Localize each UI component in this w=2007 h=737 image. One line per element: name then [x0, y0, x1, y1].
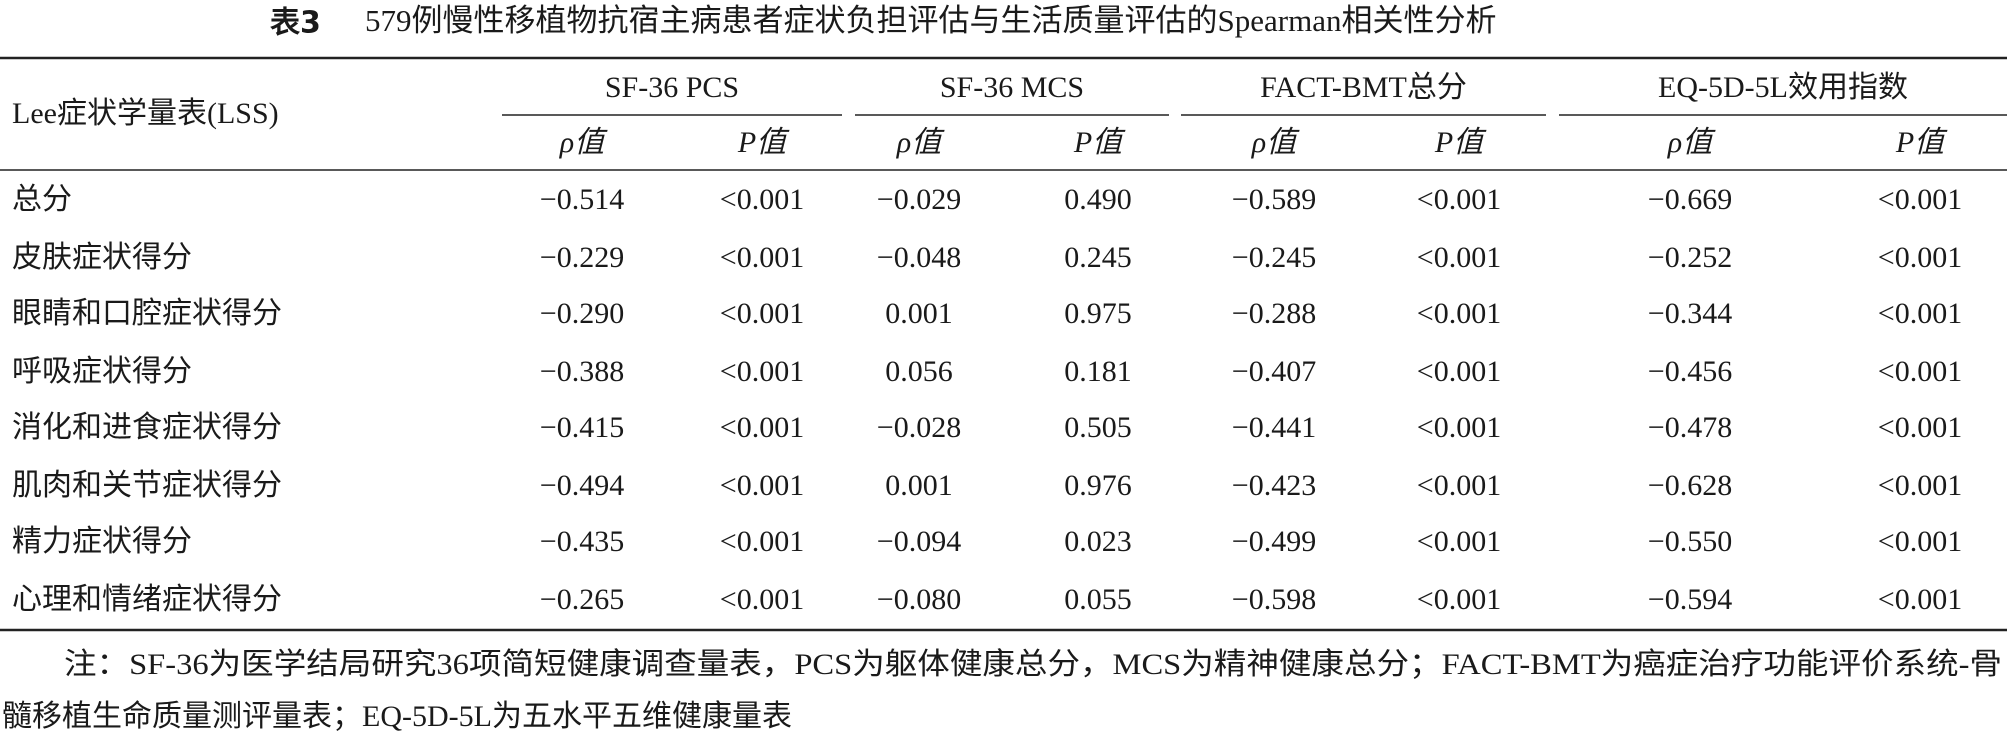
row-label: 心理和情绪症状得分: [12, 583, 282, 616]
cell: <0.001: [1878, 469, 1962, 502]
cell: 0.245: [1064, 241, 1132, 274]
cell: 0.490: [1064, 183, 1132, 216]
cell: <0.001: [1417, 583, 1501, 616]
row-header: Lee症状学量表(LSS): [12, 97, 279, 130]
cell: −0.478: [1648, 411, 1732, 444]
cell: −0.407: [1232, 355, 1316, 388]
cell: 0.976: [1064, 469, 1132, 502]
row-label: 眼睛和口腔症状得分: [12, 297, 282, 330]
cell: −0.288: [1232, 297, 1316, 330]
cell: <0.001: [720, 583, 804, 616]
row-label: 皮肤症状得分: [12, 241, 192, 274]
cell: <0.001: [720, 525, 804, 558]
cell: <0.001: [720, 355, 804, 388]
sub-header: P值: [1895, 126, 1948, 159]
table-title: 579例慢性移植物抗宿主病患者症状负担评估与生活质量评估的Spearman相关性…: [365, 3, 1496, 38]
cell: <0.001: [720, 411, 804, 444]
sub-header: P值: [737, 126, 790, 159]
cell: −0.456: [1648, 355, 1732, 388]
cell: −0.499: [1232, 525, 1316, 558]
sub-header: ρ值: [1667, 126, 1716, 159]
cell: −0.028: [877, 411, 961, 444]
cell: −0.514: [540, 183, 624, 216]
table-label: 表3: [270, 6, 321, 41]
cell: −0.252: [1648, 241, 1732, 274]
row-label: 呼吸症状得分: [12, 355, 192, 388]
cell: −0.080: [877, 583, 961, 616]
sub-header: ρ值: [559, 126, 608, 159]
cell: 0.001: [885, 469, 953, 502]
cell: −0.415: [540, 411, 624, 444]
cell: 0.001: [885, 297, 953, 330]
sub-header: ρ值: [896, 126, 945, 159]
cell: <0.001: [1878, 525, 1962, 558]
row-label: 肌肉和关节症状得分: [12, 469, 282, 502]
cell: 0.055: [1064, 583, 1132, 616]
cell: −0.435: [540, 525, 624, 558]
row-label: 消化和进食症状得分: [12, 411, 282, 444]
sub-header: P值: [1434, 126, 1487, 159]
cell: 0.023: [1064, 525, 1132, 558]
cell: <0.001: [1878, 297, 1962, 330]
note-line: 注：SF-36为医学结局研究36项简短健康调查量表，PCS为躯体健康总分，MCS…: [64, 648, 2002, 681]
note-line: 髓移植生命质量测评量表；EQ-5D-5L为五水平五维健康量表: [2, 700, 792, 733]
cell: −0.265: [540, 583, 624, 616]
cell: <0.001: [1417, 411, 1501, 444]
sub-header: ρ值: [1251, 126, 1300, 159]
cell: −0.598: [1232, 583, 1316, 616]
cell: <0.001: [720, 297, 804, 330]
cell: −0.344: [1648, 297, 1732, 330]
cell: −0.048: [877, 241, 961, 274]
cell: 0.975: [1064, 297, 1132, 330]
cell: <0.001: [1878, 183, 1962, 216]
cell: −0.628: [1648, 469, 1732, 502]
group-header: FACT-BMT总分: [1260, 71, 1467, 104]
cell: <0.001: [1417, 183, 1501, 216]
cell: −0.441: [1232, 411, 1316, 444]
cell: <0.001: [1417, 469, 1501, 502]
row-label: 精力症状得分: [12, 525, 192, 558]
group-header: EQ-5D-5L效用指数: [1658, 71, 1908, 104]
cell: <0.001: [1878, 583, 1962, 616]
cell: −0.669: [1648, 183, 1732, 216]
sub-header: P值: [1073, 126, 1126, 159]
cell: −0.550: [1648, 525, 1732, 558]
group-header: SF-36 MCS: [940, 71, 1084, 104]
cell: <0.001: [720, 469, 804, 502]
cell: <0.001: [720, 183, 804, 216]
cell: −0.423: [1232, 469, 1316, 502]
cell: <0.001: [720, 241, 804, 274]
cell: −0.029: [877, 183, 961, 216]
cell: <0.001: [1417, 525, 1501, 558]
cell: 0.505: [1064, 411, 1132, 444]
cell: 0.056: [885, 355, 953, 388]
cell: 0.181: [1064, 355, 1132, 388]
cell: <0.001: [1417, 241, 1501, 274]
cell: <0.001: [1878, 411, 1962, 444]
cell: −0.094: [877, 525, 961, 558]
cell: −0.388: [540, 355, 624, 388]
cell: <0.001: [1417, 355, 1501, 388]
cell: −0.245: [1232, 241, 1316, 274]
cell: −0.494: [540, 469, 624, 502]
cell: −0.229: [540, 241, 624, 274]
cell: <0.001: [1878, 355, 1962, 388]
cell: −0.290: [540, 297, 624, 330]
cell: <0.001: [1417, 297, 1501, 330]
cell: <0.001: [1878, 241, 1962, 274]
cell: −0.594: [1648, 583, 1732, 616]
cell: −0.589: [1232, 183, 1316, 216]
row-label: 总分: [12, 183, 72, 216]
group-header: SF-36 PCS: [605, 71, 739, 104]
